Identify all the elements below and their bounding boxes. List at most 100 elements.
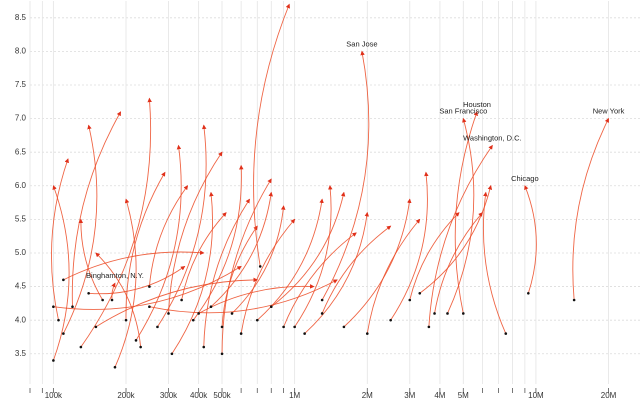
city-label: Houston bbox=[463, 100, 491, 109]
start-dot bbox=[220, 325, 224, 329]
x-tick-label: 100k bbox=[45, 391, 63, 400]
start-dot bbox=[527, 291, 530, 295]
arrow bbox=[80, 97, 152, 348]
arrow bbox=[149, 279, 338, 314]
start-dot bbox=[418, 291, 422, 295]
start-dot bbox=[408, 298, 412, 302]
arrow bbox=[62, 124, 98, 334]
arrow bbox=[366, 218, 421, 334]
arrow bbox=[270, 191, 346, 308]
start-dot bbox=[62, 332, 65, 335]
arrow bbox=[256, 198, 324, 321]
start-dot bbox=[110, 298, 114, 302]
arrow bbox=[283, 232, 357, 328]
arrow bbox=[192, 164, 244, 321]
start-dot bbox=[446, 312, 449, 315]
x-tick-label: 400k bbox=[190, 391, 208, 400]
arrow bbox=[168, 151, 223, 314]
start-dot bbox=[167, 312, 170, 315]
arrow bbox=[482, 191, 507, 334]
start-dot bbox=[220, 352, 224, 356]
arrow bbox=[95, 252, 142, 348]
arrow bbox=[148, 185, 189, 287]
start-dot bbox=[148, 285, 151, 288]
arrow bbox=[135, 144, 182, 341]
arrow bbox=[88, 265, 186, 295]
y-tick-label: 7.5 bbox=[15, 80, 27, 89]
start-dot bbox=[303, 332, 306, 335]
start-dot bbox=[139, 345, 142, 349]
arrow bbox=[71, 111, 122, 307]
start-dot bbox=[239, 332, 243, 335]
arrow bbox=[111, 282, 116, 301]
arrow bbox=[221, 178, 272, 354]
start-dot bbox=[572, 298, 576, 302]
x-tick-label: 3M bbox=[404, 391, 415, 400]
x-tick-label: 10M bbox=[528, 391, 544, 400]
start-dot bbox=[389, 318, 392, 322]
x-tick-label: 20M bbox=[601, 391, 617, 400]
y-tick-label: 7.0 bbox=[15, 114, 27, 123]
arrow bbox=[434, 212, 483, 314]
start-dot bbox=[94, 325, 98, 329]
y-tick-label: 3.5 bbox=[15, 349, 27, 358]
arrow bbox=[125, 171, 166, 321]
y-tick-label: 8.0 bbox=[15, 47, 27, 56]
arrow bbox=[321, 50, 370, 301]
arrow bbox=[171, 191, 214, 355]
arrow bbox=[321, 225, 392, 314]
arrow bbox=[524, 185, 537, 294]
arrow bbox=[428, 144, 493, 327]
start-dot bbox=[320, 312, 324, 315]
arrow bbox=[409, 212, 460, 301]
start-dot bbox=[52, 359, 55, 362]
arrow bbox=[221, 225, 258, 327]
arrow bbox=[63, 250, 205, 281]
arrow bbox=[253, 3, 290, 267]
city-label: New York bbox=[593, 107, 625, 116]
arrow bbox=[240, 218, 296, 334]
start-dot bbox=[52, 305, 55, 309]
start-dot bbox=[124, 318, 128, 322]
start-dot bbox=[79, 345, 83, 349]
arrow bbox=[343, 198, 412, 328]
start-dot bbox=[258, 265, 262, 268]
city-label: Binghamton, N.Y. bbox=[86, 271, 144, 280]
start-dot bbox=[134, 339, 138, 342]
start-dot bbox=[57, 318, 60, 322]
start-dot bbox=[255, 318, 259, 322]
x-tick-label: 1M bbox=[289, 391, 300, 400]
arrow bbox=[53, 266, 242, 310]
arrow bbox=[51, 158, 69, 321]
start-dot bbox=[170, 352, 174, 356]
start-dot bbox=[365, 332, 369, 335]
arrow bbox=[78, 218, 104, 301]
y-tick-label: 6.0 bbox=[15, 181, 27, 190]
start-dot bbox=[197, 312, 200, 315]
city-label: San Jose bbox=[346, 39, 377, 48]
start-dot bbox=[202, 345, 206, 349]
start-dot bbox=[504, 332, 508, 335]
city-label: San Francisco bbox=[439, 107, 487, 116]
y-tick-label: 4.5 bbox=[15, 282, 27, 291]
arrow bbox=[231, 205, 286, 314]
start-dot bbox=[191, 318, 195, 322]
start-dot bbox=[71, 305, 74, 309]
arrow bbox=[114, 198, 137, 368]
arrow bbox=[294, 185, 333, 328]
arrow bbox=[210, 191, 273, 308]
start-dot bbox=[87, 291, 90, 295]
x-tick-label: 4M bbox=[434, 391, 445, 400]
arrow bbox=[390, 171, 429, 321]
start-dot bbox=[427, 325, 431, 329]
y-tick-label: 5.5 bbox=[15, 214, 27, 223]
y-tick-label: 6.5 bbox=[15, 147, 27, 156]
arrow bbox=[447, 117, 475, 314]
arrow bbox=[203, 198, 250, 348]
x-tick-label: 300k bbox=[160, 391, 178, 400]
start-dot bbox=[180, 298, 183, 302]
y-tick-label: 8.5 bbox=[15, 13, 27, 22]
start-dot bbox=[209, 305, 213, 309]
arrow bbox=[157, 124, 207, 328]
